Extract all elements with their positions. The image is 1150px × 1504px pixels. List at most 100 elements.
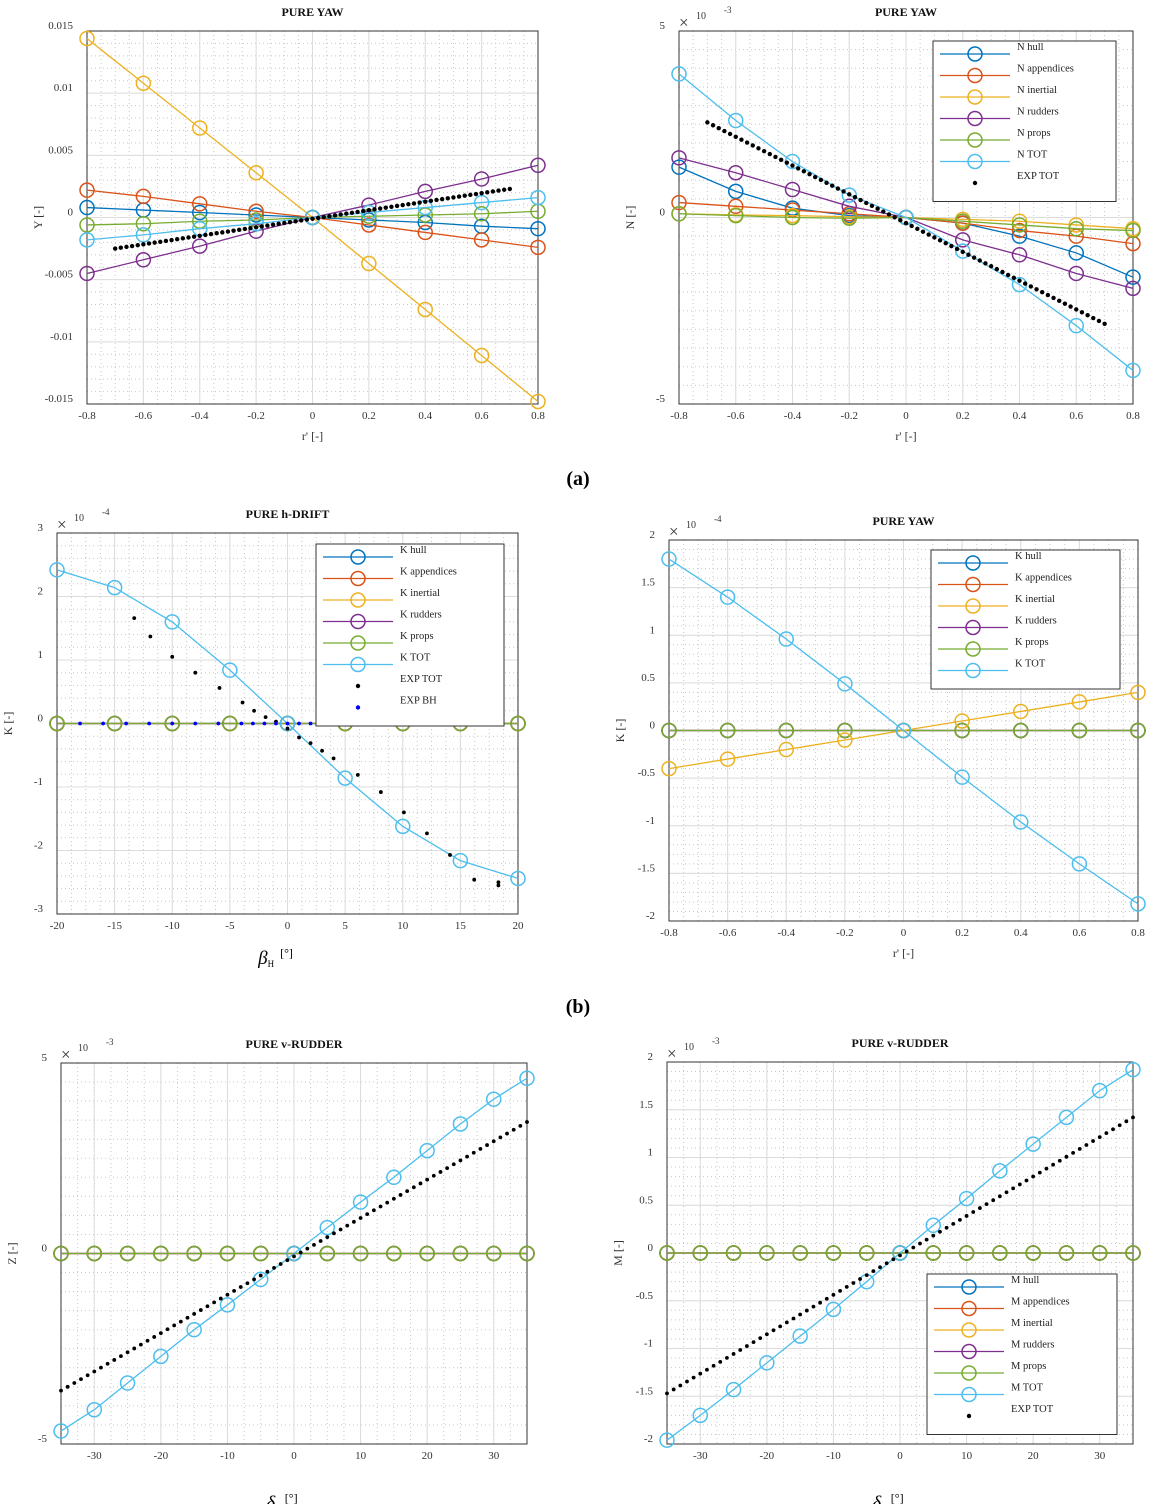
data-point-dot bbox=[417, 200, 422, 205]
data-point-dot bbox=[1051, 295, 1056, 301]
x-tick-label: -0.4 bbox=[784, 410, 802, 422]
x-tick-label: 0 bbox=[310, 410, 316, 422]
legend-entry: EXP BH bbox=[355, 696, 437, 710]
data-point-dot bbox=[135, 242, 140, 248]
series-line bbox=[678, 73, 1134, 371]
data-point-marker bbox=[153, 1245, 169, 1262]
data-point-dot bbox=[418, 1181, 423, 1186]
data-point-marker bbox=[784, 181, 801, 198]
data-point-dot bbox=[237, 227, 242, 233]
dot-series-0 bbox=[132, 616, 501, 888]
legend-label: K appendices bbox=[400, 567, 457, 578]
data-point-marker bbox=[79, 265, 95, 282]
data-point-dot bbox=[258, 1273, 263, 1278]
exponent-power: -3 bbox=[724, 5, 732, 15]
data-point-marker bbox=[692, 1245, 709, 1261]
data-point-marker bbox=[219, 1297, 236, 1313]
data-point-marker bbox=[361, 255, 377, 272]
y-tick-label: -1 bbox=[34, 776, 43, 788]
exponent-base: 10 bbox=[78, 1043, 88, 1054]
data-point-dot bbox=[1028, 284, 1034, 289]
x-tick-label: 20 bbox=[1028, 1450, 1040, 1462]
data-point-dot bbox=[245, 1281, 250, 1286]
data-point-marker bbox=[659, 1432, 675, 1448]
legend-label: K inertial bbox=[400, 588, 440, 599]
data-point-dot bbox=[439, 196, 445, 202]
data-point-marker bbox=[728, 183, 744, 200]
data-point-marker bbox=[841, 210, 857, 226]
data-point-dot bbox=[428, 198, 434, 204]
legend-marker-icon bbox=[965, 598, 981, 614]
data-point-dot bbox=[804, 1308, 809, 1313]
data-point-marker bbox=[661, 760, 677, 777]
data-point-marker bbox=[519, 1245, 535, 1262]
x-tick-label: 0 bbox=[291, 1450, 297, 1462]
data-point-dot bbox=[299, 218, 304, 223]
data-point-marker bbox=[1011, 217, 1028, 233]
data-point-dot bbox=[790, 163, 795, 168]
data-point-dot bbox=[402, 810, 406, 815]
data-point-dot bbox=[977, 258, 982, 263]
data-point-dot bbox=[1079, 310, 1085, 315]
y-tick-label: -0.5 bbox=[636, 1290, 654, 1302]
data-point-marker bbox=[248, 215, 264, 232]
data-point-dot bbox=[824, 180, 829, 186]
y-tick-label: 0 bbox=[68, 207, 74, 219]
data-point-dot bbox=[858, 197, 863, 203]
data-point-dot bbox=[771, 1328, 776, 1333]
data-point-marker bbox=[1125, 235, 1141, 252]
y-tick-label: 0.5 bbox=[639, 1194, 653, 1206]
legend-label: K TOT bbox=[1015, 659, 1046, 670]
exponent-sign: × bbox=[61, 1045, 71, 1064]
x-axis-symbol: δ bbox=[872, 1493, 882, 1504]
x-tick-label: 0 bbox=[901, 927, 907, 939]
y-tick-label: -0.015 bbox=[45, 393, 74, 405]
legend-entry: K hull bbox=[323, 545, 427, 565]
legend-marker-icon bbox=[967, 132, 983, 148]
legend-entry: K appendices bbox=[323, 567, 457, 587]
x-tick-label: -30 bbox=[87, 1450, 102, 1462]
data-point-marker bbox=[530, 157, 546, 174]
data-point-dot bbox=[725, 1355, 729, 1360]
data-point-dot bbox=[1084, 1143, 1089, 1147]
exponent-sign: × bbox=[669, 522, 679, 541]
exponent-power: -3 bbox=[106, 1037, 114, 1047]
data-point-marker bbox=[49, 715, 65, 732]
data-point-dot bbox=[170, 721, 175, 726]
data-point-dot bbox=[784, 160, 790, 165]
legend-entry: N TOT bbox=[940, 150, 1048, 170]
data-point-marker bbox=[759, 1355, 775, 1371]
data-point-marker bbox=[473, 171, 490, 187]
data-point-dot bbox=[892, 215, 897, 220]
data-point-marker bbox=[1125, 362, 1141, 379]
data-point-dot bbox=[831, 1292, 836, 1297]
data-point-marker bbox=[352, 1194, 369, 1210]
data-point-dot bbox=[1085, 312, 1090, 318]
data-point-marker bbox=[1125, 280, 1141, 297]
y-tick-label: 0 bbox=[42, 1243, 48, 1255]
legend-label: M TOT bbox=[1011, 1383, 1044, 1394]
data-point-dot bbox=[1000, 269, 1005, 275]
legend-entry: K props bbox=[938, 637, 1049, 657]
x-axis-symbol: δ bbox=[266, 1493, 276, 1504]
legend-entry: EXP TOT bbox=[972, 171, 1060, 186]
data-point-dot bbox=[718, 1359, 723, 1364]
data-point-marker bbox=[135, 188, 152, 205]
data-point-dot bbox=[818, 1300, 823, 1305]
y-tick-label: 1 bbox=[650, 624, 656, 636]
exponent-sign: × bbox=[667, 1044, 677, 1063]
data-point-dot bbox=[332, 213, 338, 218]
data-point-dot bbox=[491, 1139, 496, 1144]
data-point-marker bbox=[119, 1375, 136, 1391]
data-point-dot bbox=[445, 196, 450, 201]
data-point-marker bbox=[958, 1190, 975, 1207]
data-point-marker bbox=[417, 183, 433, 200]
x-axis-label: r' [-] bbox=[895, 429, 916, 443]
data-point-marker bbox=[671, 66, 687, 82]
data-point-dot bbox=[124, 721, 129, 726]
legend-marker-icon bbox=[965, 619, 981, 636]
data-point-marker bbox=[825, 1245, 842, 1261]
data-point-dot bbox=[1017, 278, 1022, 283]
data-point-marker bbox=[192, 120, 208, 136]
y-tick-label: -0.005 bbox=[45, 269, 74, 281]
